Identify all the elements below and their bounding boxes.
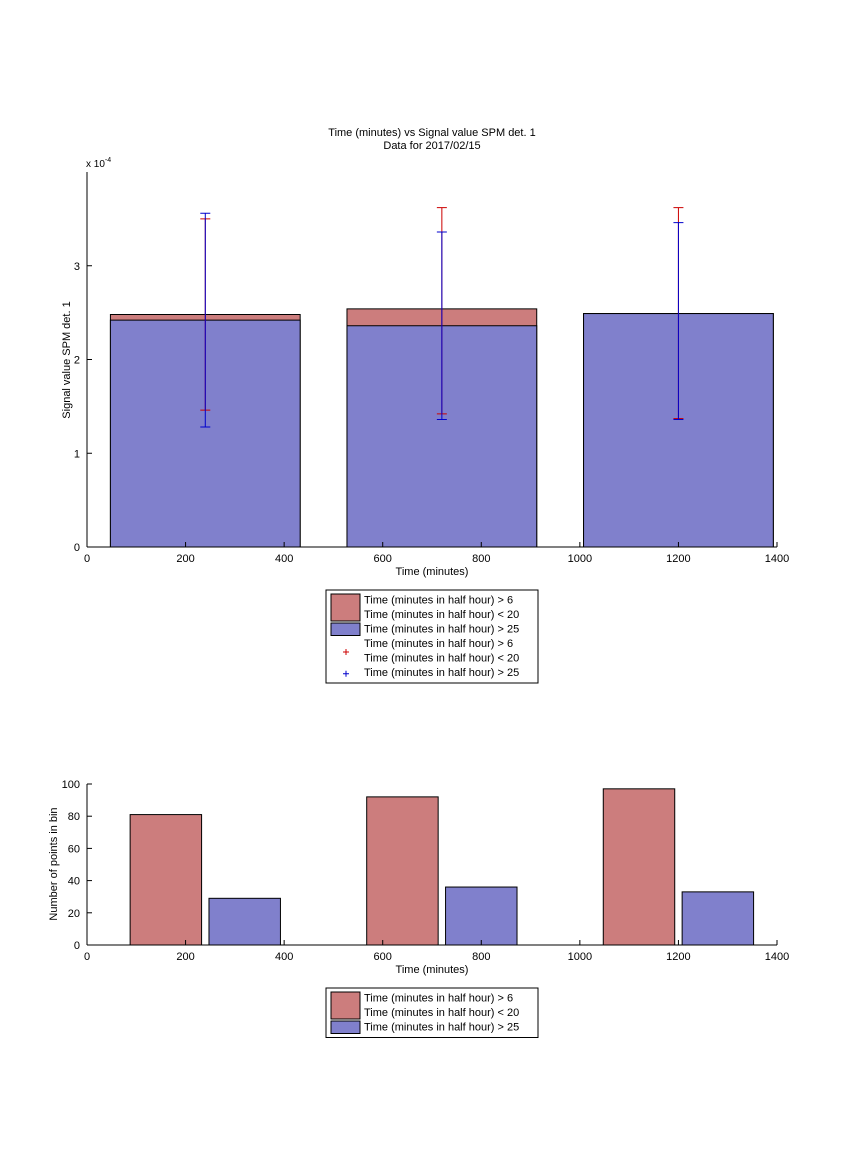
x-tick-label: 600 xyxy=(374,951,392,963)
y-tick-label: 60 xyxy=(68,843,80,855)
legend-swatch xyxy=(330,622,361,636)
y-exponent-power: -4 xyxy=(105,157,111,164)
bars-2 xyxy=(129,788,755,946)
y-tick-label: 3 xyxy=(74,261,80,273)
bars-1 xyxy=(109,308,774,548)
chart-subtitle: Data for 2017/02/15 xyxy=(383,140,480,152)
y-tick-label: 0 xyxy=(74,542,80,554)
x-tick-label: 1200 xyxy=(666,951,690,963)
x-tick-label: 200 xyxy=(176,951,194,963)
x-tick-label: 1200 xyxy=(666,553,690,565)
legend-label: Time (minutes in half hour) > 25 xyxy=(364,1022,519,1034)
y-tick-label: 80 xyxy=(68,811,80,823)
legend-label: Time (minutes in half hour) > 6 xyxy=(364,595,513,607)
x-tick-label: 800 xyxy=(472,553,490,565)
legend-swatch xyxy=(330,1020,361,1034)
x-tick-label: 0 xyxy=(84,553,90,565)
x-tick-label: 0 xyxy=(84,951,90,963)
x-axis-label: Time (minutes) xyxy=(396,566,469,578)
legend-label: Time (minutes in half hour) < 20 xyxy=(364,1007,519,1019)
y-tick-label: 2 xyxy=(74,355,80,367)
x-tick-label: 800 xyxy=(472,951,490,963)
x-tick-label: 400 xyxy=(275,553,293,565)
y-axis-label: Number of points in bin xyxy=(48,807,60,920)
y-tick-label: 100 xyxy=(62,779,80,791)
y-tick-label: 20 xyxy=(68,908,80,920)
legend-label: Time (minutes in half hour) > 25 xyxy=(364,624,519,636)
y-axis-label: Signal value SPM det. 1 xyxy=(61,301,73,418)
signal-chart: Time (minutes) vs Signal value SPM det. … xyxy=(61,127,789,684)
legend-1: Time (minutes in half hour) > 6 Time (min… xyxy=(325,589,539,684)
legend-label: Time (minutes in half hour) < 20 xyxy=(364,653,519,665)
x-tick-label: 1400 xyxy=(765,951,789,963)
legend-label: Time (minutes in half hour) > 6 xyxy=(364,993,513,1005)
chart-title: Time (minutes) vs Signal value SPM det. … xyxy=(328,127,535,139)
bar-series-a xyxy=(602,788,676,946)
count-chart: 0 200 400 600 800 1000 1200 1400 0 20 40 60 80 100 Ti… xyxy=(48,779,789,1038)
bar-series-b xyxy=(445,886,518,946)
x-tick-label: 1000 xyxy=(568,553,592,565)
x-tick-label: 1000 xyxy=(568,951,592,963)
legend-box xyxy=(325,987,539,1038)
legend-label: Time (minutes in half hour) > 25 xyxy=(364,667,519,679)
x-tick-label: 200 xyxy=(176,553,194,565)
x-tick-label: 400 xyxy=(275,951,293,963)
ticks-1: 0 200 400 600 800 1000 1200 1400 0 1 2 3 xyxy=(74,261,789,565)
y-exponent-base: x 10 xyxy=(86,159,105,170)
y-tick-label: 1 xyxy=(74,448,80,460)
error-bars-1 xyxy=(200,207,684,428)
x-tick-label: 1400 xyxy=(765,553,789,565)
legend-swatch xyxy=(330,991,361,1020)
bar-series-b xyxy=(681,891,755,946)
y-tick-label: 40 xyxy=(68,876,80,888)
legend-label: Time (minutes in half hour) > 6 xyxy=(364,638,513,650)
legend-swatch xyxy=(330,593,361,622)
bar-series-a xyxy=(129,814,203,946)
ticks-2: 0 200 400 600 800 1000 1200 1400 0 20 40 60 80 100 xyxy=(62,779,790,963)
legend-box xyxy=(325,589,539,684)
y-exponent-label: x 10-4 xyxy=(86,157,111,170)
x-tick-label: 600 xyxy=(374,553,392,565)
bar-series-b xyxy=(208,897,281,946)
x-axis-label: Time (minutes) xyxy=(396,964,469,976)
legend-2: Time (minutes in half hour) > 6 Time (min… xyxy=(325,987,539,1038)
y-tick-label: 0 xyxy=(74,940,80,952)
legend-label: Time (minutes in half hour) < 20 xyxy=(364,609,519,621)
bar-series-a xyxy=(366,796,439,946)
